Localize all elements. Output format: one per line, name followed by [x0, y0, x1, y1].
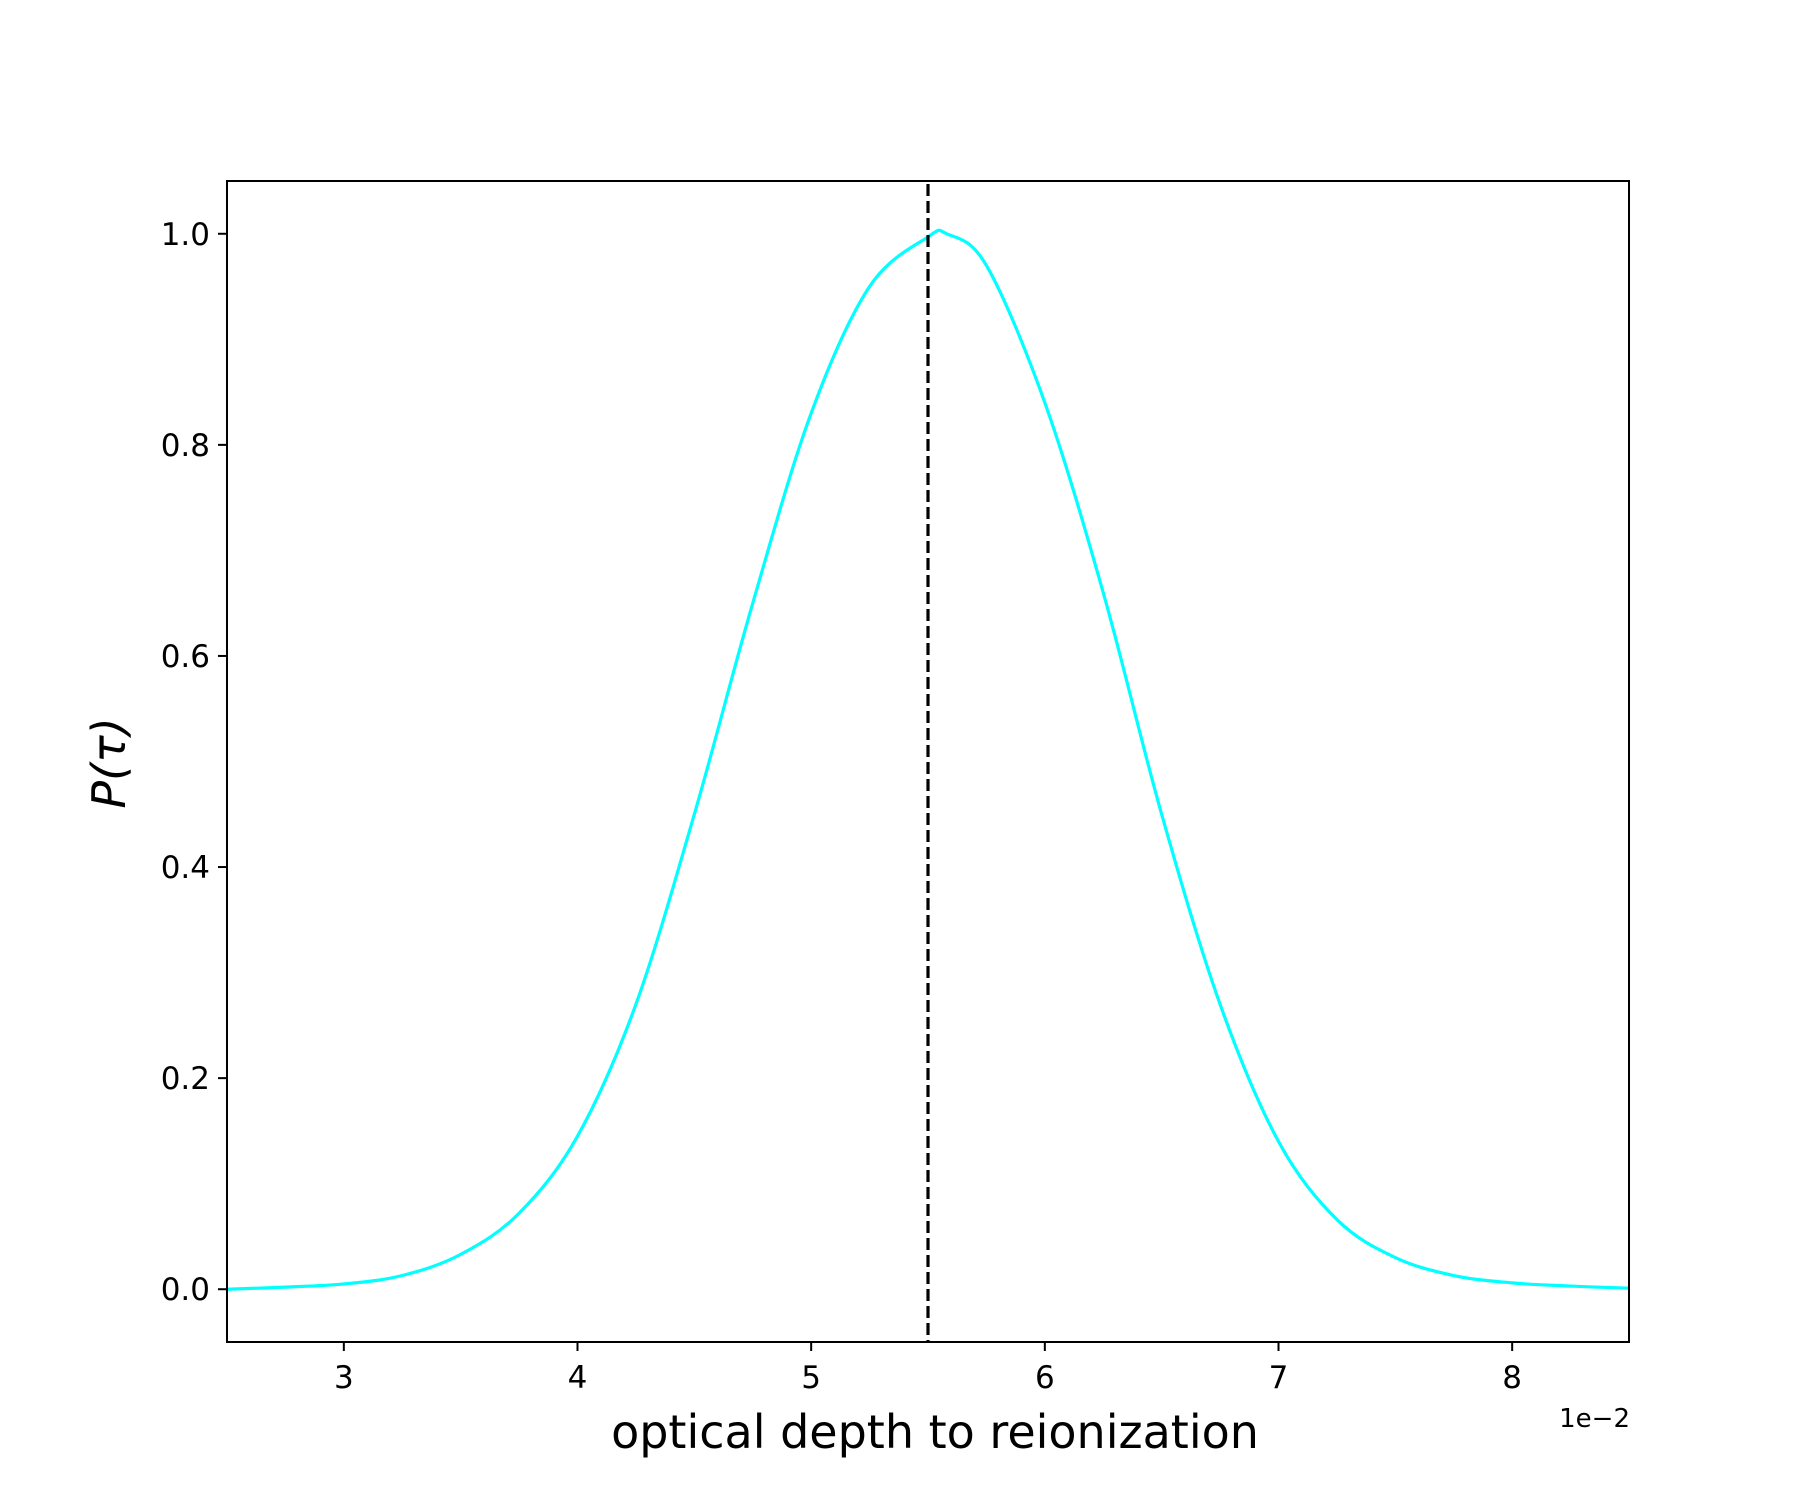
- y-tick-label: 0.8: [161, 428, 210, 464]
- y-axis-label: P(τ): [82, 717, 136, 808]
- x-tick-label: 5: [801, 1360, 821, 1396]
- x-tick-label: 8: [1502, 1360, 1522, 1396]
- x-tick-label: 7: [1269, 1360, 1289, 1396]
- y-tick-label: 0.4: [161, 850, 210, 886]
- y-tick-label: 0.0: [161, 1272, 210, 1308]
- x-axis-label: optical depth to reionization: [611, 1405, 1259, 1459]
- axes-frame: [226, 180, 1630, 1343]
- axes: 3 4 5 6 7 8 0.0 0.2 0.4 0.6 0.8 1.0: [161, 180, 1630, 1396]
- x-tick-label: 4: [568, 1360, 588, 1396]
- series-line-0: [227, 228, 1629, 1291]
- y-tick-label: 1.0: [161, 217, 210, 253]
- plot-area: [227, 184, 1629, 1342]
- x-tick-label: 6: [1035, 1360, 1055, 1396]
- x-offset-label: 1e−2: [1559, 1404, 1630, 1434]
- y-tick-label: 0.2: [161, 1061, 210, 1097]
- x-tick-label: 3: [334, 1360, 354, 1396]
- y-tick-label: 0.6: [161, 639, 210, 675]
